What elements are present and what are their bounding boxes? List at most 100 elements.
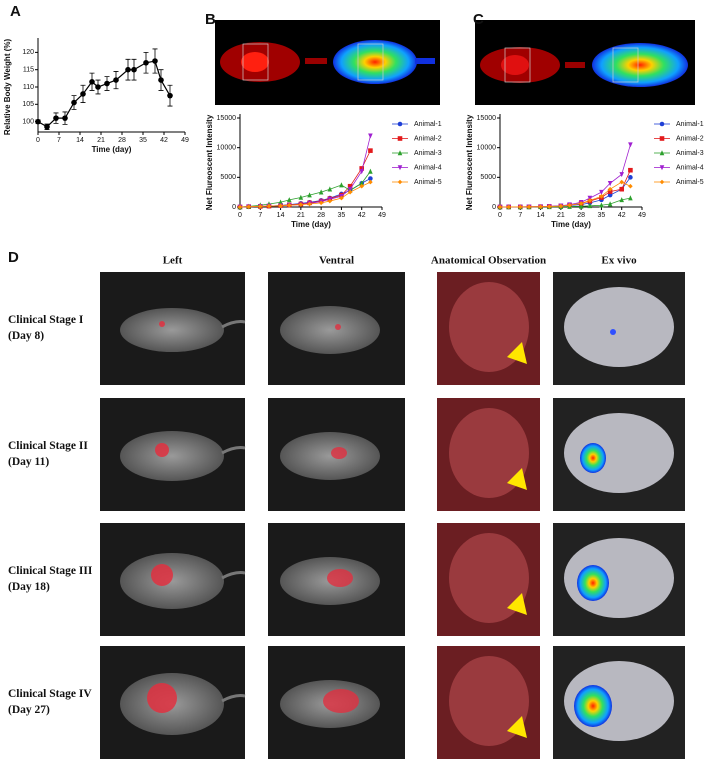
day-label: (Day 11)	[8, 456, 49, 468]
x-tick-label: 35	[598, 212, 606, 219]
arrow	[507, 342, 527, 364]
x-tick-label: 42	[618, 212, 626, 219]
y-tick-label: 10000	[217, 145, 237, 152]
x-tick-label: 49	[181, 137, 189, 144]
x-tick-label: 35	[338, 212, 346, 219]
x-tick-label: 21	[297, 212, 305, 219]
signal	[323, 689, 359, 713]
marker	[397, 150, 403, 156]
day-label: (Day 27)	[8, 704, 50, 716]
marker	[318, 200, 324, 206]
x-tick-label: 0	[238, 212, 242, 219]
stage-label: Clinical Stage I	[8, 314, 84, 326]
legend-label: Animal-1	[676, 121, 704, 128]
legend-label: Animal-3	[414, 150, 442, 157]
x-tick-label: 14	[277, 212, 285, 219]
organ	[449, 533, 529, 623]
x-axis-label: Time (day)	[92, 145, 132, 154]
marker	[599, 189, 604, 195]
marker	[397, 179, 403, 185]
marker	[359, 183, 365, 189]
marker	[71, 99, 77, 106]
tail	[221, 320, 246, 329]
x-tick-label: 7	[258, 212, 262, 219]
x-tick-label: 7	[518, 212, 522, 219]
marker	[599, 194, 604, 199]
arrow	[507, 593, 527, 615]
image-row	[100, 272, 685, 385]
marker	[587, 198, 593, 203]
x-tick-label: 7	[57, 137, 61, 144]
organ	[449, 656, 529, 746]
panel-label: A	[10, 3, 21, 20]
stage-label: Clinical Stage II	[8, 440, 88, 452]
marker	[659, 136, 665, 141]
y-tick-label: 120	[22, 49, 34, 56]
marker	[607, 201, 613, 207]
y-tick-label: 110	[23, 84, 34, 91]
legend-label: Animal-4	[414, 164, 442, 171]
marker	[659, 150, 665, 156]
legend-label: Animal-5	[676, 179, 704, 186]
y-tick-label: 0	[232, 204, 236, 211]
marker	[368, 176, 373, 181]
column-header: Left	[163, 255, 183, 267]
x-tick-label: 49	[638, 212, 646, 219]
mouse	[120, 308, 224, 352]
lung	[564, 413, 674, 493]
day-label: (Day 8)	[8, 330, 44, 342]
signal	[574, 685, 612, 727]
marker	[327, 186, 333, 192]
series-line	[499, 144, 631, 208]
marker	[347, 186, 353, 192]
marker	[359, 180, 365, 186]
signal	[155, 443, 169, 457]
x-tick-label: 35	[139, 137, 147, 144]
marker	[327, 198, 333, 204]
y-axis-label: Net Flureoscent Intensity	[205, 114, 214, 210]
marker	[368, 148, 373, 153]
marker	[619, 186, 625, 192]
marker	[546, 204, 552, 209]
marker	[237, 204, 243, 210]
marker	[628, 195, 633, 201]
x-tick-label: 14	[537, 212, 545, 219]
y-axis-label: Relative Body Weight (%)	[3, 39, 12, 136]
organ	[449, 408, 529, 498]
image-row	[100, 646, 685, 759]
marker	[397, 165, 403, 171]
signal	[151, 564, 173, 586]
marker	[659, 121, 665, 127]
marker	[298, 202, 304, 207]
panel-label: B	[205, 11, 216, 28]
marker	[607, 180, 613, 187]
marker	[339, 195, 344, 201]
image-row	[100, 398, 685, 511]
x-tick-label: 49	[378, 212, 386, 219]
y-tick-label: 15000	[217, 115, 237, 122]
y-tick-label: 15000	[477, 115, 497, 122]
legend-label: Animal-1	[414, 121, 442, 128]
y-tick-label: 100	[22, 118, 34, 125]
x-tick-label: 42	[160, 137, 168, 144]
marker	[578, 203, 584, 209]
marker	[318, 189, 324, 195]
marker	[44, 124, 50, 130]
marker	[278, 199, 283, 205]
marker	[497, 204, 503, 210]
legend-label: Animal-3	[676, 150, 704, 157]
mouse	[120, 431, 224, 481]
marker	[587, 203, 593, 209]
marker	[599, 202, 604, 208]
y-tick-label: 5000	[480, 174, 496, 181]
marker	[619, 197, 625, 203]
marker	[359, 169, 365, 175]
marker	[368, 133, 373, 139]
y-tick-label: 0	[492, 204, 496, 211]
marker	[131, 66, 137, 73]
marker	[628, 175, 633, 180]
marker	[397, 121, 403, 127]
column-header: Ventral	[319, 255, 354, 267]
x-axis-label: Time (day)	[551, 220, 591, 229]
